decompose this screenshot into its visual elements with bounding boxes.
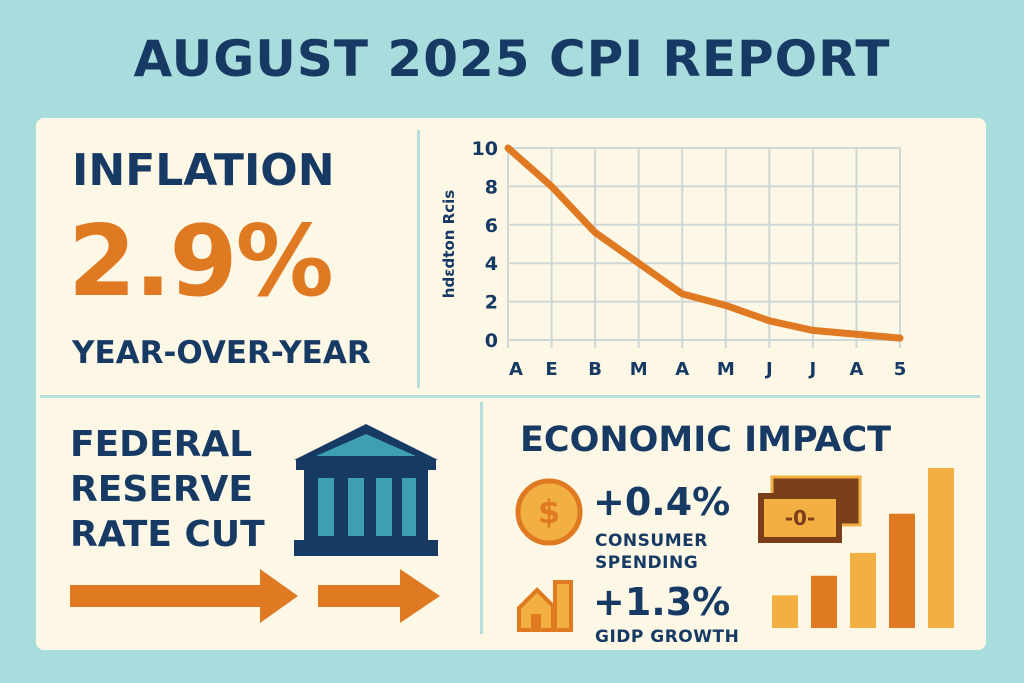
x-tick-label: 5 — [894, 359, 907, 380]
y-tick-label: 2 — [485, 292, 498, 314]
x-tick-label: J — [808, 359, 817, 380]
gdp-growth-value: +1.3% — [593, 580, 731, 624]
y-tick-label: 0 — [485, 330, 498, 352]
x-tick-label: B — [588, 359, 602, 380]
dollar-coin-icon: $ — [515, 478, 583, 546]
house-growth-icon — [517, 580, 573, 632]
impact-bar — [811, 575, 837, 628]
inflation-label: INFLATION — [72, 145, 335, 196]
page-title: AUGUST 2025 CPI REPORT — [133, 30, 891, 88]
divider — [40, 395, 980, 398]
x-tick-label: E — [545, 359, 557, 380]
arrow-right-icon — [70, 569, 298, 623]
y-tick-label: 4 — [485, 253, 498, 275]
arrow-right-icon — [318, 569, 440, 623]
label-line: SPENDING — [595, 553, 699, 573]
bank-icon — [294, 424, 438, 556]
bill-glyph: -0- — [785, 506, 816, 530]
impact-bar — [889, 513, 915, 628]
inflation-line — [504, 144, 904, 342]
x-tick-label: A — [675, 359, 689, 380]
impact-bar — [928, 468, 954, 628]
gdp-growth-label: GIDP GROWTH — [595, 627, 740, 647]
x-tick-label: A — [849, 359, 863, 380]
y-tick-label: 8 — [485, 176, 498, 198]
inflation-value: 2.9% — [68, 205, 334, 319]
x-tick-label: M — [717, 359, 735, 380]
x-tick-label: J — [764, 359, 773, 380]
fed-line: RATE CUT — [70, 514, 265, 555]
svg-text:$: $ — [538, 493, 560, 531]
label-line: CONSUMER — [595, 531, 708, 551]
y-tick-label: 10 — [472, 138, 498, 160]
content-panel — [36, 118, 986, 650]
inflation-period: YEAR-OVER-YEAR — [72, 335, 371, 371]
y-axis-label: hdɛdton Rcis — [440, 190, 458, 298]
y-tick-label: 6 — [485, 215, 498, 237]
consumer-spending-value: +0.4% — [593, 480, 731, 524]
divider — [480, 402, 483, 634]
impact-bar-chart — [772, 468, 954, 628]
money-bills-icon: -0- — [758, 475, 862, 543]
economic-impact-heading: ECONOMIC IMPACT — [520, 420, 892, 460]
consumer-spending-label: CONSUMER SPENDING — [595, 530, 708, 574]
impact-bar — [772, 595, 798, 628]
x-tick-label: A — [509, 359, 523, 380]
fed-line: FEDERAL — [70, 424, 253, 465]
fed-line: RESERVE — [70, 469, 254, 510]
rate-cut-arrows — [70, 569, 440, 623]
fed-rate-cut-heading: FEDERAL RESERVE RATE CUT — [70, 422, 265, 557]
impact-bar — [850, 552, 876, 628]
divider — [417, 130, 420, 388]
x-tick-label: M — [630, 359, 648, 380]
inflation-line-chart: 0 2 4 6 8 10 A E B M A M J J A 5 hdɛdton Rcis — [440, 138, 907, 380]
